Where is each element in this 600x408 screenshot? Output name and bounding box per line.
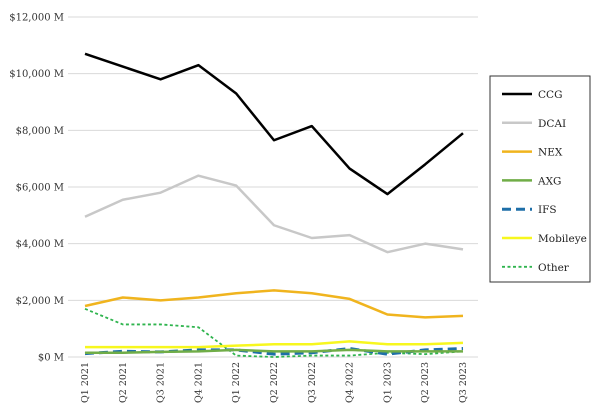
x-tick-label: Q1 2023 [382,362,393,403]
series-line-nex [84,289,464,319]
x-tick-label: Q2 2021 [118,362,129,403]
x-tick-label: Q4 2021 [193,362,204,403]
x-axis-ticks: Q1 2021 Q2 2021 Q3 2021 Q4 2021 Q1 2022 Q2 20… [80,362,469,403]
legend-label-dcai: DCAI [538,118,566,130]
series-line-axg [85,348,463,354]
x-tick-label: Q1 2021 [80,362,91,403]
series-lines [84,52,464,358]
y-tick-label: $0 M [38,353,64,364]
x-tick-label: Q2 2022 [269,362,280,403]
series-line-dcai [84,174,464,254]
legend-box [489,75,591,283]
legend-label-nex: NEX [538,147,563,159]
y-tick-label: $6,000 M [16,183,64,194]
legend-label-mobileye: Mobileye [538,233,587,245]
legend-label-ccg: CCG [538,89,562,101]
legend-label-ifs: IFS [538,204,557,216]
series-line-mobileye [85,340,464,349]
series-line-ccg [84,52,464,196]
x-tick-label: Q3 2023 [458,362,469,403]
x-tick-label: Q1 2022 [231,362,242,403]
x-tick-label: Q3 2022 [307,362,318,403]
y-tick-label: $2,000 M [16,296,64,307]
legend-label-other: Other [538,262,570,274]
x-tick-label: Q3 2021 [156,362,167,403]
legend: CCG DCAI NEX AXG IFS Mobileye Other [489,75,591,283]
y-tick-label: $8,000 M [16,126,64,137]
x-tick-label: Q4 2022 [345,362,356,403]
y-tick-label: $12,000 M [9,13,64,24]
series-line-other [84,308,464,358]
gridlines [68,16,478,358]
y-axis-ticks: $0 M $2,000 M $4,000 M $6,000 M $8,000 M $10,… [9,13,64,364]
y-tick-label: $10,000 M [9,69,64,80]
legend-label-axg: AXG [537,175,561,187]
x-tick-label: Q2 2023 [420,362,431,403]
y-tick-label: $4,000 M [16,239,64,250]
